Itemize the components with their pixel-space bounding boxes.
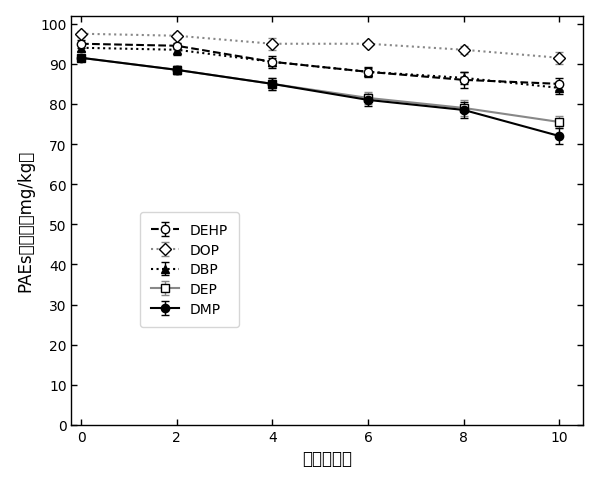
X-axis label: 时间（天）: 时间（天）	[302, 450, 352, 468]
Y-axis label: PAEs残留量（mg/kg）: PAEs残留量（mg/kg）	[17, 150, 35, 292]
Legend: DEHP, DOP, DBP, DEP, DMP: DEHP, DOP, DBP, DEP, DMP	[140, 213, 239, 327]
